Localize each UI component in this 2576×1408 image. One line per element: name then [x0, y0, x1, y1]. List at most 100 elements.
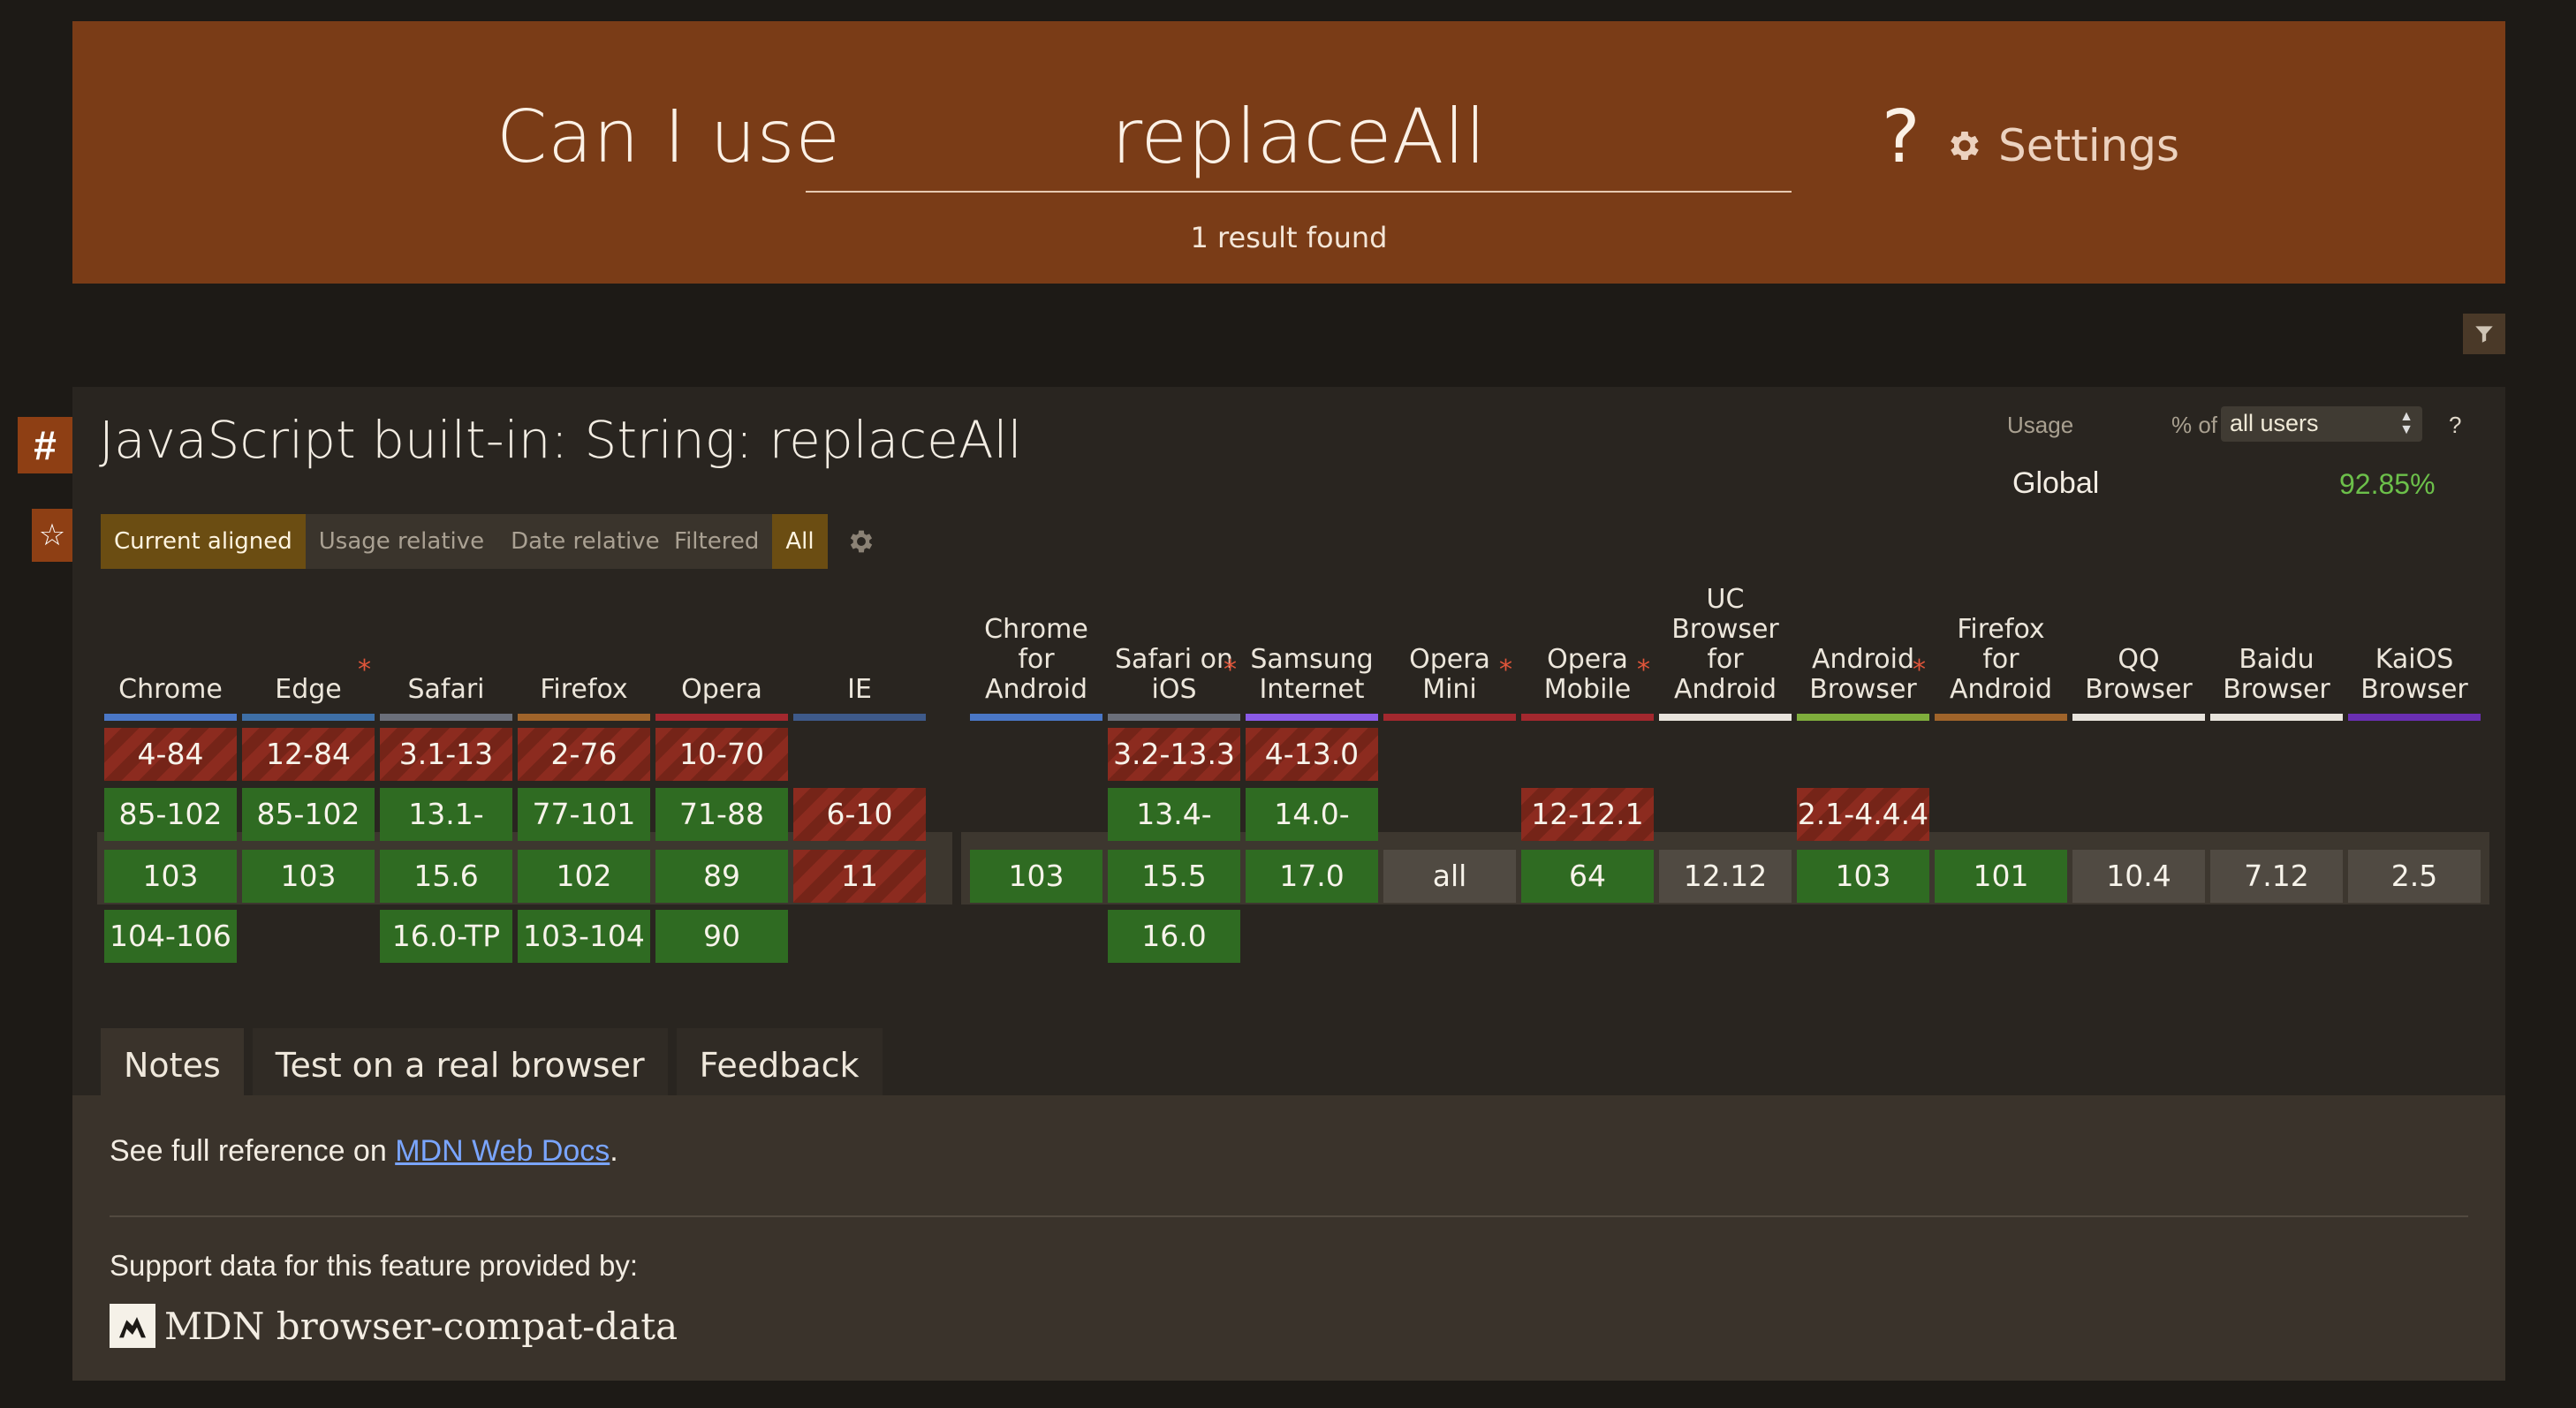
support-cell-baidu-browser[interactable]: 7.12 — [2210, 850, 2343, 903]
browser-name-line: Android — [1674, 674, 1777, 705]
browser-name-line: Safari on — [1115, 644, 1233, 675]
view-date-relative-button[interactable]: Date relative — [511, 528, 660, 555]
browser-name-line: for — [1018, 644, 1055, 675]
support-cell-edge[interactable]: 103 — [242, 850, 375, 903]
browser-header-opera-mini: Opera Mini * — [1383, 578, 1516, 705]
note-asterisk-icon: * — [1637, 655, 1650, 685]
gear-icon — [1951, 132, 1979, 160]
support-cell-chrome[interactable]: 103 — [104, 850, 237, 903]
tab-feedback[interactable]: Feedback — [676, 1028, 883, 1099]
browser-name-line: IE — [847, 674, 872, 705]
browser-header-opera: Opera — [655, 578, 788, 705]
support-cell-chrome[interactable]: 4-84 — [104, 728, 237, 781]
settings-label: Settings — [1998, 120, 2180, 171]
support-cell-chrome[interactable]: 85-102 — [104, 788, 237, 841]
mdn-web-docs-link[interactable]: MDN Web Docs — [395, 1134, 610, 1168]
filter-button[interactable] — [2463, 314, 2505, 354]
support-cell-opera[interactable]: 71-88 — [655, 788, 788, 841]
support-cell-safari[interactable]: 15.6 — [380, 850, 512, 903]
browser-header-kaios-browser: KaiOS Browser — [2348, 578, 2481, 705]
support-cell-opera-mobile[interactable]: 12-12.1 — [1521, 788, 1654, 841]
support-cell-qq-browser[interactable]: 10.4 — [2072, 850, 2205, 903]
browser-name-line: Browser — [1671, 614, 1779, 645]
browser-name-line: Opera Mini — [1409, 644, 1490, 705]
usage-help-link[interactable]: ? — [2449, 412, 2462, 438]
star-icon[interactable]: ☆ — [32, 509, 72, 562]
browser-name-line: for — [1707, 644, 1744, 675]
browser-name-line: Chrome — [118, 674, 223, 705]
support-cell-firefox[interactable]: 77-101 — [518, 788, 650, 841]
browser-header-firefox: Firefox — [518, 578, 650, 705]
support-cell-opera-mini[interactable]: all — [1383, 850, 1516, 903]
browser-name-line: Android — [1950, 674, 2052, 705]
support-cell-safari[interactable]: 13.1-15.5 — [380, 788, 512, 884]
support-cell-opera[interactable]: 10-70 — [655, 728, 788, 781]
support-cell-uc-browser-for-android[interactable]: 12.12 — [1659, 850, 1792, 903]
browser-header-chrome-for-android: Chrome for Android — [970, 578, 1102, 705]
support-cell-firefox[interactable]: 2-76 — [518, 728, 650, 781]
support-cell-firefox[interactable]: 102 — [518, 850, 650, 903]
feature-panel: JavaScript built-in: String: replaceAll … — [72, 387, 2505, 1381]
support-cell-android-browser[interactable]: 103 — [1797, 850, 1929, 903]
support-cell-safari[interactable]: 16.0-TP — [380, 910, 512, 963]
tab-test-on-real-browser[interactable]: Test on a real browser — [252, 1028, 668, 1099]
support-cell-safari-on-ios[interactable]: 16.0 — [1108, 910, 1240, 963]
support-cell-safari-on-ios[interactable]: 13.4-15.4 — [1108, 788, 1240, 884]
view-usage-relative-button[interactable]: Usage relative — [318, 528, 485, 555]
filtered-button[interactable]: Filtered — [674, 528, 760, 555]
support-cell-firefox[interactable]: 103-104 — [518, 910, 650, 963]
feature-anchor-link[interactable]: # — [18, 417, 72, 473]
note-asterisk-icon: * — [1499, 655, 1512, 685]
notes-suffix: . — [610, 1134, 618, 1168]
search-input[interactable] — [806, 83, 1792, 191]
notes-prefix: See full reference on — [110, 1134, 396, 1168]
support-cell-edge[interactable]: 85-102 — [242, 788, 375, 841]
support-cell-kaios-browser[interactable]: 2.5 — [2348, 850, 2481, 903]
support-cell-edge[interactable]: 12-84 — [242, 728, 375, 781]
browser-name-line: iOS — [1151, 674, 1197, 705]
browser-name-line: Android — [985, 674, 1087, 705]
support-cell-ie[interactable]: 6-10 — [793, 788, 926, 841]
info-tabs: Notes Test on a real browser Feedback — [101, 1028, 891, 1099]
table-settings-button[interactable] — [846, 526, 876, 561]
support-cell-opera[interactable]: 90 — [655, 910, 788, 963]
all-button[interactable]: All — [772, 514, 828, 569]
support-cell-samsung-internet[interactable]: 4-13.0 — [1246, 728, 1378, 781]
notes-text: See full reference on MDN Web Docs. — [110, 1134, 618, 1169]
browser-header-uc-browser-for-android: UC Browser for Android — [1659, 578, 1792, 705]
browser-name-line: Browser — [2085, 674, 2193, 705]
note-asterisk-icon: * — [1913, 655, 1926, 685]
browser-name-line: KaiOS — [2375, 644, 2454, 675]
browser-color-bar — [1935, 714, 2067, 721]
browser-header-edge: Edge * — [242, 578, 375, 705]
user-type-select[interactable]: all users ▲ ▼ — [2221, 406, 2422, 442]
support-cell-chrome[interactable]: 104-106 — [104, 910, 237, 963]
support-cell-safari-on-ios[interactable]: 15.5 — [1108, 850, 1240, 903]
support-cell-samsung-internet[interactable]: 17.0 — [1246, 850, 1378, 903]
support-cell-samsung-internet[interactable]: 14.0-16.0 — [1246, 788, 1378, 884]
browser-color-bar — [1797, 714, 1929, 721]
browser-header-opera-mobile: Opera Mobile * — [1521, 578, 1654, 705]
support-cell-chrome-for-android[interactable]: 103 — [970, 850, 1102, 903]
settings-button[interactable]: Settings — [1945, 115, 2179, 177]
browser-name-line: Browser — [2360, 674, 2468, 705]
support-cell-firefox-for-android[interactable]: 101 — [1935, 850, 2067, 903]
support-cell-opera[interactable]: 89 — [655, 850, 788, 903]
view-current-aligned-button[interactable]: Current aligned — [101, 514, 306, 569]
support-cell-opera-mobile[interactable]: 64 — [1521, 850, 1654, 903]
support-cell-safari[interactable]: 3.1-13 — [380, 728, 512, 781]
notes-panel: See full reference on MDN Web Docs. Supp… — [72, 1095, 2505, 1381]
browser-name-line: Browser — [1809, 674, 1917, 705]
browser-header-baidu-browser: Baidu Browser — [2210, 578, 2343, 705]
search-field-wrapper — [806, 83, 1792, 193]
support-cell-android-browser[interactable]: 2.1-4.4.4 — [1797, 788, 1929, 841]
mdn-bcd-link[interactable]: MDN browser-compat-data — [110, 1304, 678, 1348]
browser-color-bar — [2210, 714, 2343, 721]
result-count: 1 result found — [1190, 221, 1388, 254]
select-arrows-icon: ▲ ▼ — [2399, 409, 2413, 437]
support-cell-safari-on-ios[interactable]: 3.2-13.3 — [1108, 728, 1240, 781]
global-usage-value: 92.85% — [2339, 468, 2436, 500]
tab-notes[interactable]: Notes — [101, 1028, 244, 1099]
support-cell-ie[interactable]: 11 — [793, 850, 926, 903]
gear-icon — [850, 530, 873, 553]
